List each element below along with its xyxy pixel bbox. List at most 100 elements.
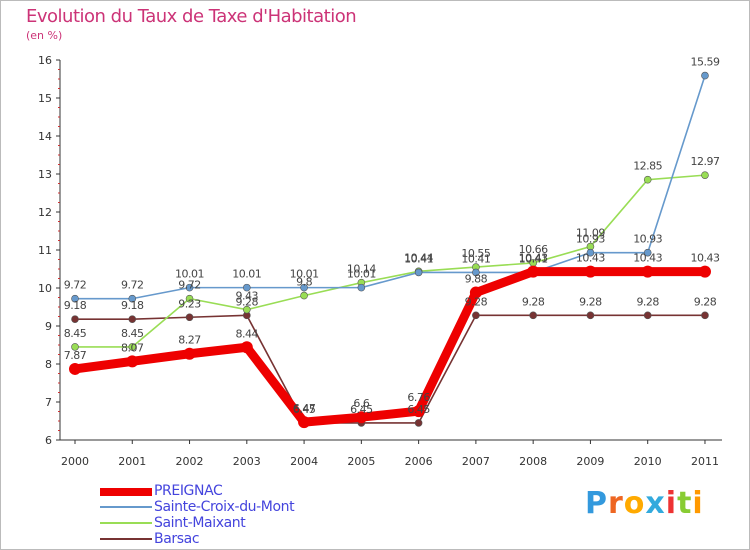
y-tick-label: 8 — [45, 358, 52, 371]
x-tick-label: 2001 — [118, 455, 146, 468]
data-label: 9.43 — [236, 290, 259, 303]
data-label: 10.43 — [519, 252, 548, 265]
data-label: 10.44 — [404, 251, 433, 264]
logo-letter: x — [645, 486, 666, 521]
x-tick-label: 2009 — [576, 455, 604, 468]
data-point — [529, 311, 537, 320]
data-point — [472, 268, 480, 277]
data-point — [183, 347, 196, 360]
data-label: 9.88 — [465, 273, 488, 286]
logo-letter: i — [692, 486, 704, 521]
data-point — [701, 311, 709, 320]
data-label: 10.43 — [690, 252, 719, 265]
series-line-sainte-croix-du-mont — [74, 74, 706, 300]
data-label: 9.72 — [178, 279, 201, 292]
data-label: 8.45 — [64, 327, 87, 340]
x-tick-label: 2010 — [634, 455, 662, 468]
data-label: 6.47 — [293, 402, 316, 415]
data-label: 6.45 — [350, 403, 373, 416]
data-point — [641, 265, 654, 278]
data-point — [355, 411, 368, 424]
data-label: 9.72 — [121, 279, 144, 292]
legend-swatch — [100, 522, 152, 524]
data-point — [71, 294, 79, 303]
data-label: 15.59 — [690, 56, 719, 69]
logo-letter: t — [677, 486, 693, 521]
data-label: 8.45 — [121, 327, 144, 340]
data-label: 10.14 — [347, 263, 376, 276]
chart-subtitle: (en %) — [26, 29, 63, 42]
data-label: 12.97 — [690, 155, 719, 168]
data-label: 10.01 — [290, 268, 319, 281]
data-label: 6.76 — [407, 391, 430, 404]
data-point — [128, 315, 137, 323]
x-tick-label: 2006 — [405, 455, 433, 468]
data-point — [698, 265, 711, 278]
x-tick-label: 2008 — [519, 455, 547, 468]
data-label: 11.09 — [576, 227, 605, 240]
data-point — [472, 311, 480, 320]
data-label: 8.27 — [178, 334, 201, 347]
data-label: 9.28 — [636, 295, 659, 308]
proxiti-logo: Proxiti — [585, 486, 704, 521]
data-label: 9.28 — [236, 295, 259, 308]
legend-label: PREIGNAC — [154, 483, 223, 499]
data-label: 9.28 — [522, 295, 545, 308]
data-label: 9.18 — [64, 299, 87, 312]
data-point — [527, 265, 540, 278]
data-point — [584, 265, 597, 278]
data-point — [469, 286, 482, 299]
data-point — [643, 311, 652, 320]
logo-letter: r — [608, 486, 624, 521]
data-point — [586, 248, 595, 257]
legend-swatch — [100, 538, 152, 540]
y-tick-label: 6 — [45, 434, 52, 447]
legend-label: Saint-Maixant — [154, 515, 246, 531]
data-point — [643, 248, 652, 257]
data-point — [243, 283, 251, 292]
data-label: 7.87 — [64, 349, 87, 362]
series-line-barsac — [74, 314, 706, 424]
data-point — [300, 291, 308, 300]
data-point — [126, 355, 139, 368]
x-tick-label: 2004 — [290, 455, 318, 468]
data-label: 10.93 — [633, 233, 662, 246]
data-point — [701, 71, 709, 80]
x-tick-label: 2005 — [347, 455, 375, 468]
data-point — [414, 268, 423, 277]
data-label: 9.18 — [121, 299, 144, 312]
data-label: 6.6 — [353, 397, 369, 410]
chart-title: Evolution du Taux de Taxe d'Habitation — [26, 6, 357, 27]
data-label: 10.01 — [232, 268, 261, 281]
data-point — [69, 362, 81, 375]
data-label: 10.43 — [633, 252, 662, 265]
data-label: 12.85 — [633, 160, 662, 173]
data-label: 6.45 — [407, 403, 430, 416]
data-label: 9.28 — [694, 295, 717, 308]
logo-letter: o — [623, 486, 646, 521]
data-label: 9.23 — [178, 297, 201, 310]
legend-swatch — [100, 506, 152, 508]
legend-label: Barsac — [154, 531, 200, 547]
legend-swatch — [100, 488, 152, 496]
data-label: 8.07 — [121, 341, 144, 354]
data-point — [586, 311, 595, 320]
data-label: 9.28 — [579, 295, 602, 308]
legend-label: Sainte-Croix-du-Mont — [154, 499, 295, 515]
data-point — [243, 305, 251, 314]
series-line-saint-maixant — [74, 174, 706, 348]
logo-letter: P — [585, 486, 608, 521]
data-label: 10.41 — [404, 252, 433, 265]
data-point — [71, 315, 79, 323]
data-label: 10.01 — [175, 268, 204, 281]
y-tick-label: 11 — [38, 244, 52, 257]
data-point — [71, 343, 79, 351]
data-label: 10.01 — [347, 268, 376, 281]
data-point — [357, 283, 366, 292]
data-point — [412, 405, 425, 418]
data-label: 10.41 — [519, 252, 548, 265]
y-tick-label: 14 — [38, 130, 52, 143]
y-tick-label: 12 — [38, 206, 52, 219]
data-point — [298, 416, 311, 429]
